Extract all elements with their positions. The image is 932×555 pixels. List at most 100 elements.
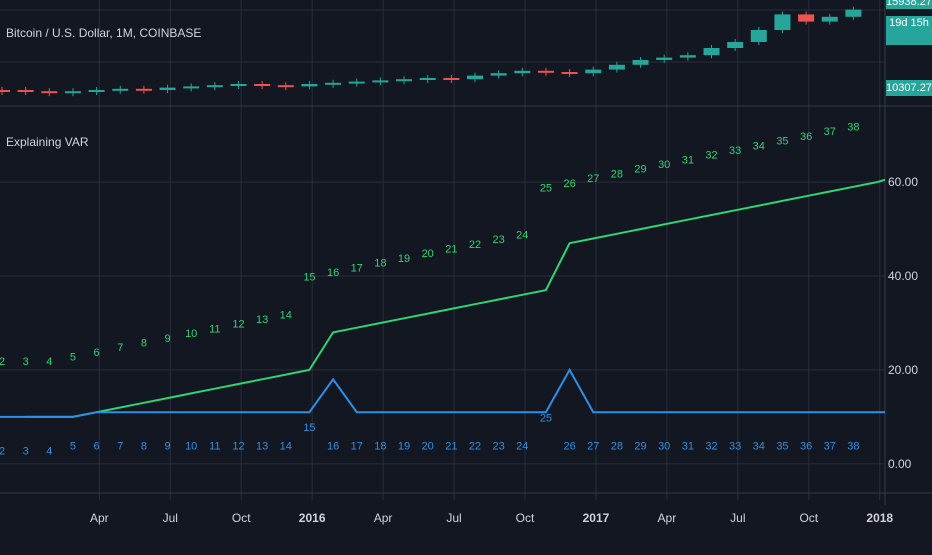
price-tag-top: 15938.27 [886,0,932,9]
blue-bar-index-label: 29 [634,441,646,453]
y-tick-label: 20.00 [888,363,918,377]
blue-bar-index-label: 19 [398,441,410,453]
candle-body [135,88,152,91]
green-bar-index-label: 8 [141,337,147,349]
x-tick-label: 2016 [299,511,326,525]
blue-bar-index-label: 23 [493,441,505,453]
blue-bar-index-label: 30 [658,441,670,453]
blue-bar-index-label: 17 [351,441,363,453]
green-bar-index-label: 3 [23,356,29,368]
last-price-tag: 10307.27 [886,80,932,96]
x-tick-label: Apr [658,511,677,525]
candle-body [372,80,389,83]
green-bar-index-label: 14 [280,309,292,321]
x-tick-label: Oct [516,511,535,525]
green-bar-index-label: 19 [398,253,410,265]
candle-body [17,90,34,92]
blue-bar-index-label: 16 [327,441,339,453]
green-bar-index-label: 20 [422,248,434,260]
green-bar-index-label: 34 [753,140,765,152]
blue-bar-index-label: 28 [611,441,623,453]
x-tick-label: Apr [90,511,109,525]
green-bar-index-label: 29 [634,164,646,176]
candle-body [348,81,365,84]
green-bar-index-label: 31 [682,154,694,166]
candle-body [585,69,602,74]
green-bar-index-label: 33 [729,145,741,157]
indicator-lines [0,178,886,418]
green-bar-index-label: 4 [46,356,52,368]
candle-body [159,87,176,90]
blue-bar-index-label: 26 [563,441,575,453]
candle-body [679,55,696,58]
green-bar-index-label: 25 [540,183,552,195]
candle-body [0,90,10,92]
green-bar-index-label: 5 [70,352,76,364]
green-bar-index-label: 7 [117,342,123,354]
candle-body [514,70,531,74]
candle-body [183,86,200,89]
candle-body [64,91,81,94]
blue-bar-index-label: 12 [232,441,244,453]
blue-bar-index-label: 8 [141,441,147,453]
candle-body [443,78,460,80]
candle-body [537,70,554,73]
x-tick-label: Jul [163,511,178,525]
blue-bar-index-label: 13 [256,441,268,453]
green-bar-index-label: 18 [374,258,386,270]
candle-body [656,57,673,60]
green-bar-index-label: 16 [327,267,339,279]
candle-body [774,14,791,30]
indicator-title[interactable]: Explaining VAR [6,135,89,149]
symbol-title[interactable]: Bitcoin / U.S. Dollar, 1M, COINBASE [6,26,202,40]
blue-bar-index-label: 34 [753,441,765,453]
candle-body [277,85,294,88]
green-bar-index-label: 28 [611,168,623,180]
blue-bar-index-label: 10 [185,441,197,453]
green-bar-index-label: 38 [847,121,859,133]
candle-body [821,16,838,22]
green-bar-index-label: 24 [516,229,528,241]
candle-body [750,30,767,42]
candle-body [419,78,436,80]
blue-bar-index-label: 35 [776,441,788,453]
candle-body [88,90,105,92]
candle-body [727,42,744,48]
blue-bar-index-label: 21 [445,441,457,453]
green-series-line [25,181,878,418]
blue-bar-index-label: 36 [800,441,812,453]
green-bar-index-label: 37 [824,126,836,138]
green-bar-index-label: 30 [658,159,670,171]
candle-body [608,64,625,70]
green-bar-index-label: 2 [0,356,5,368]
green-bar-index-label: 26 [563,178,575,190]
blue-bar-index-label: 24 [516,441,528,453]
candle-body [632,60,649,65]
blue-bar-index-label: 3 [23,445,29,457]
blue-bar-index-label: 9 [164,441,170,453]
candle-body [798,14,815,22]
blue-bar-index-label: 31 [682,441,694,453]
green-bar-index-label: 13 [256,314,268,326]
candle-body [561,72,578,74]
blue-bar-index-label: 18 [374,441,386,453]
green-bar-index-label: 35 [776,136,788,148]
blue-bar-index-label: 33 [729,441,741,453]
blue-bar-index-label: 2 [0,445,5,457]
y-tick-label: 0.00 [888,457,912,471]
x-tick-label: Jul [446,511,461,525]
blue-bar-index-label: 15 [303,422,315,434]
candle-body [254,84,271,86]
candle-body [230,84,247,86]
x-tick-label: Oct [232,511,251,525]
blue-bar-index-label: 6 [94,441,100,453]
blue-bar-index-label: 4 [46,445,52,457]
blue-bar-index-label: 11 [209,441,220,453]
blue-bar-index-label: 14 [280,441,292,453]
blue-bar-index-label: 5 [70,441,76,453]
candle-body [490,73,507,76]
green-bar-index-label: 27 [587,173,599,185]
